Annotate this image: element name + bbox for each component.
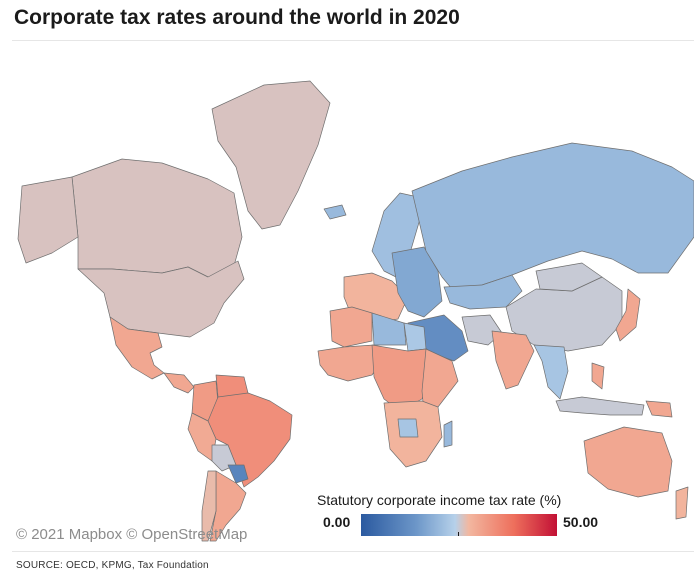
country-southeast-asia[interactable]: Southeast Asia: 22% — [533, 344, 569, 400]
country-paraguay[interactable]: Paraguay: 10% — [227, 464, 249, 484]
map-attribution: © 2021 Mapbox © OpenStreetMap — [16, 526, 248, 543]
country-chile[interactable]: Chile: 27% — [201, 470, 217, 542]
country-japan[interactable]: Japan: 30% — [615, 288, 641, 342]
source-note: SOURCE: OECD, KPMG, Tax Foundation — [16, 560, 209, 571]
country-australia[interactable]: Australia: 30% — [583, 426, 673, 498]
country-kazakhstan[interactable]: Kazakhstan: 20% — [443, 274, 523, 310]
country-iceland[interactable]: Iceland: 20% — [323, 204, 347, 220]
country-papua-new-guinea[interactable]: Papua New Guinea: 30% — [645, 400, 673, 418]
country-egypt[interactable]: Egypt: 22.5% — [403, 322, 427, 352]
legend-color-bar — [361, 514, 557, 536]
legend-tick — [458, 532, 459, 536]
country-argentina[interactable]: Argentina: 30% — [209, 470, 247, 542]
legend-title: Statutory corporate income tax rate (%) — [317, 492, 562, 508]
country-greenland[interactable]: Greenland: 26% — [211, 80, 331, 230]
country-botswana[interactable]: Botswana: 22% — [397, 418, 419, 438]
country-indonesia[interactable]: Indonesia: 25% — [555, 396, 645, 416]
map-container[interactable]: Canada: 26%United States: 26%Alaska: 26%… — [12, 40, 694, 552]
country-canada[interactable]: Canada: 26% — [71, 158, 243, 278]
legend-min-label: 0.00 — [323, 514, 351, 530]
country-new-zealand[interactable]: New Zealand: 28% — [675, 486, 689, 520]
country-north-africa[interactable]: North Africa: 30% — [329, 306, 373, 348]
country-libya[interactable]: Libya: 20% — [371, 312, 407, 346]
world-map[interactable]: Canada: 26%United States: 26%Alaska: 26%… — [12, 41, 694, 551]
country-brazil[interactable]: Brazil: 34% — [207, 392, 293, 488]
country-west-africa[interactable]: West Africa: 30% — [317, 344, 383, 382]
country-russia[interactable]: Russia: 20% — [411, 142, 694, 290]
country-alaska[interactable]: Alaska: 26% — [17, 176, 79, 264]
country-central-america[interactable]: Central America: 30% — [163, 372, 195, 394]
page-title: Corporate tax rates around the world in … — [14, 6, 460, 29]
country-madagascar[interactable]: Madagascar: 20% — [443, 420, 453, 448]
country-central-africa[interactable]: Central Africa: 32% — [371, 344, 433, 412]
country-philippines[interactable]: Philippines: 30% — [591, 362, 605, 390]
country-mexico[interactable]: Mexico: 30% — [109, 316, 165, 380]
country-india[interactable]: India: 30% — [491, 330, 535, 390]
country-mongolia[interactable]: Mongolia: 25% — [535, 262, 603, 292]
legend-max-label: 50.00 — [563, 514, 599, 530]
